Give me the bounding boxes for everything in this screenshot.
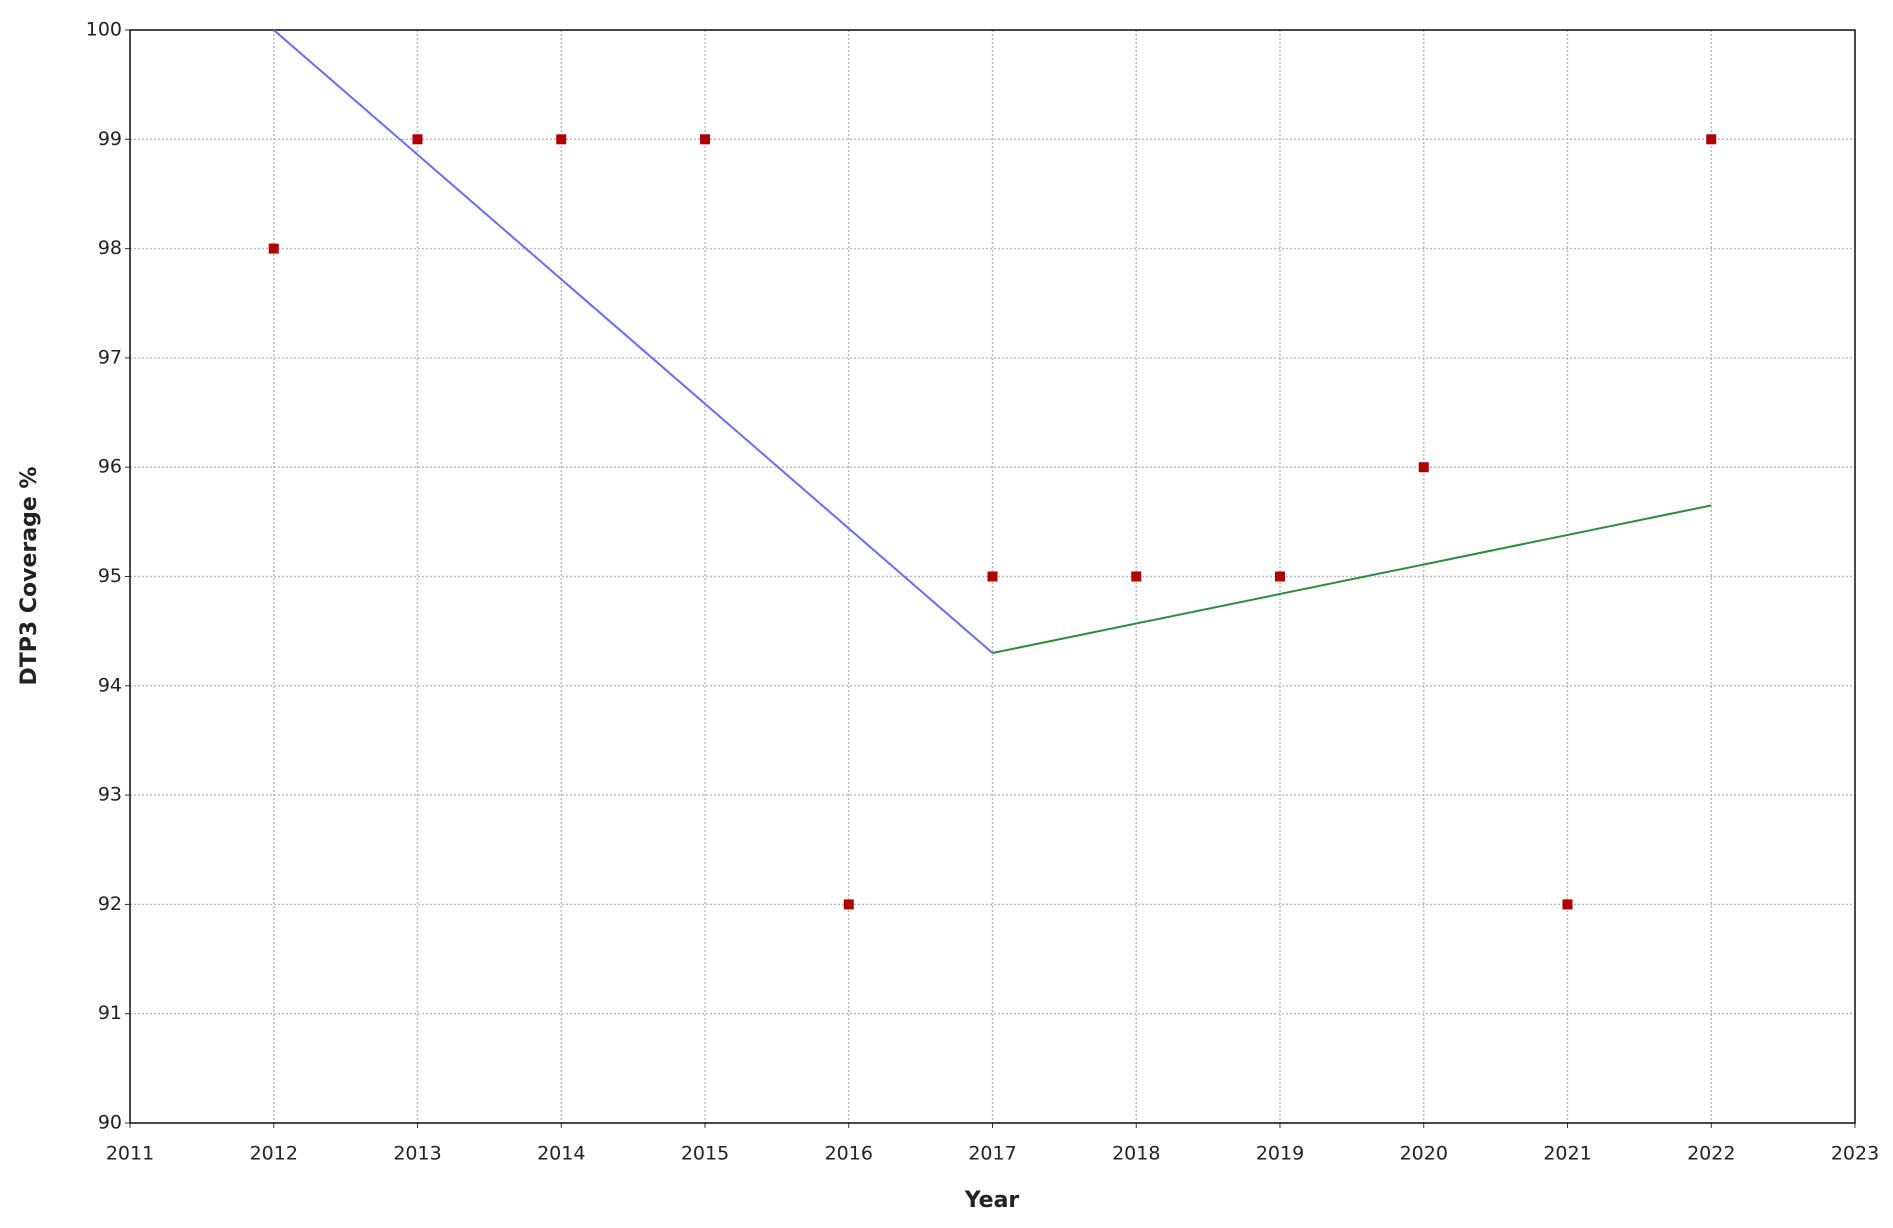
y-tick-label: 91: [98, 1002, 122, 1024]
data-point: [700, 134, 710, 145]
x-tick-label: 2016: [825, 1143, 873, 1165]
data-point: [1706, 134, 1717, 145]
x-tick-label: 2015: [681, 1143, 729, 1165]
y-tick-label: 90: [98, 1112, 122, 1134]
x-tick-label: 2023: [1831, 1143, 1879, 1165]
trend-line: [992, 504, 1712, 654]
trend-line: [273, 29, 994, 654]
x-tick-label: 2013: [393, 1143, 441, 1165]
y-tick-label: 96: [98, 456, 122, 478]
data-point: [556, 134, 567, 145]
x-tick-label: 2017: [968, 1143, 1016, 1165]
x-tick-label: 2012: [250, 1143, 298, 1165]
x-tick-label: 2019: [1256, 1143, 1304, 1165]
y-tick-label: 93: [98, 784, 122, 806]
data-point: [1275, 571, 1285, 582]
x-tick-label: 2022: [1687, 1143, 1735, 1165]
data-point: [412, 134, 423, 145]
y-tick-label: 99: [98, 128, 122, 150]
y-tick-label: 95: [98, 565, 122, 587]
data-point: [987, 571, 998, 582]
x-tick-label: 2018: [1112, 1143, 1160, 1165]
data-point: [843, 899, 854, 910]
y-tick-label: 97: [98, 346, 122, 368]
y-tick-label: 100: [86, 19, 122, 41]
plot-border: [129, 29, 1856, 1124]
data-point: [1131, 571, 1142, 582]
x-axis-title: Year: [964, 1188, 1020, 1213]
y-tick-label: 98: [98, 237, 122, 259]
x-tick-label: 2020: [1400, 1143, 1448, 1165]
y-tick-label: 94: [98, 674, 122, 696]
y-axis-title: DTP3 Coverage %: [17, 467, 42, 686]
data-point: [1562, 899, 1573, 910]
x-tick-label: 2014: [537, 1143, 585, 1165]
data-point: [268, 243, 279, 254]
x-tick-label: 2011: [106, 1143, 154, 1165]
data-point: [1418, 462, 1429, 473]
x-tick-label: 2021: [1543, 1143, 1591, 1165]
y-tick-label: 92: [98, 893, 122, 915]
